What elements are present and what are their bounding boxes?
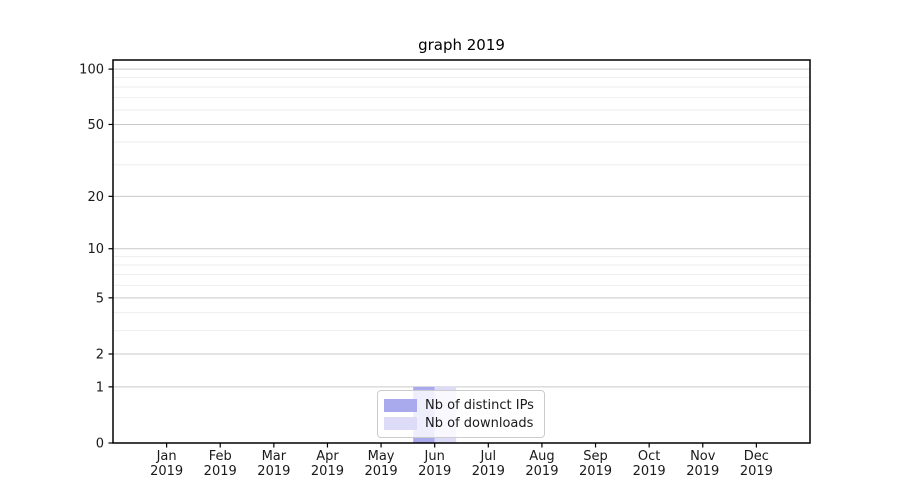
x-tick-label-month: Dec <box>744 449 769 464</box>
x-tick-label-year: 2019 <box>686 464 719 479</box>
x-tick-label-month: Sep <box>583 449 608 464</box>
legend-label-distinct-ips: Nb of distinct IPs <box>425 397 534 413</box>
x-tick-label-year: 2019 <box>204 464 237 479</box>
x-tick-label-month: Jun <box>424 449 445 464</box>
y-tick-label: 0 <box>96 437 104 452</box>
x-tick-label-year: 2019 <box>150 464 183 479</box>
x-tick-label-month: Feb <box>209 449 232 464</box>
legend-item-downloads: Nb of downloads <box>384 414 536 432</box>
legend-swatch-distinct-ips <box>384 398 417 412</box>
y-tick-label: 100 <box>79 63 104 78</box>
x-tick-label-year: 2019 <box>579 464 612 479</box>
y-tick-label: 10 <box>87 242 104 257</box>
x-tick-label-year: 2019 <box>525 464 558 479</box>
legend-swatch-downloads <box>384 416 417 430</box>
x-tick-label-month: May <box>368 449 395 464</box>
plot-border <box>112 59 811 444</box>
legend-item-distinct-ips: Nb of distinct IPs <box>384 396 536 414</box>
x-tick-label-month: Jan <box>156 449 177 464</box>
legend: Nb of distinct IPs Nb of downloads <box>377 390 545 438</box>
x-tick-label-month: Apr <box>316 449 339 464</box>
x-tick-label-year: 2019 <box>740 464 773 479</box>
y-tick-label: 5 <box>96 291 104 306</box>
x-tick-label-month: Mar <box>262 449 287 464</box>
x-tick-label-month: Oct <box>638 449 660 464</box>
legend-label-downloads: Nb of downloads <box>425 415 534 431</box>
y-tick-label: 1 <box>96 380 104 395</box>
y-tick-label: 20 <box>87 190 104 205</box>
x-tick-label-year: 2019 <box>365 464 398 479</box>
y-tick-label: 50 <box>87 118 104 133</box>
x-tick-label-year: 2019 <box>311 464 344 479</box>
x-tick-label-month: Jul <box>479 449 496 464</box>
y-tick-label: 2 <box>96 347 104 362</box>
x-tick-label-year: 2019 <box>633 464 666 479</box>
x-tick-label-month: Nov <box>690 449 716 464</box>
x-tick-label-year: 2019 <box>418 464 451 479</box>
x-tick-label-year: 2019 <box>257 464 290 479</box>
x-tick-label-year: 2019 <box>472 464 505 479</box>
x-tick-label-month: Aug <box>529 449 554 464</box>
chart-title: graph 2019 <box>418 36 505 54</box>
